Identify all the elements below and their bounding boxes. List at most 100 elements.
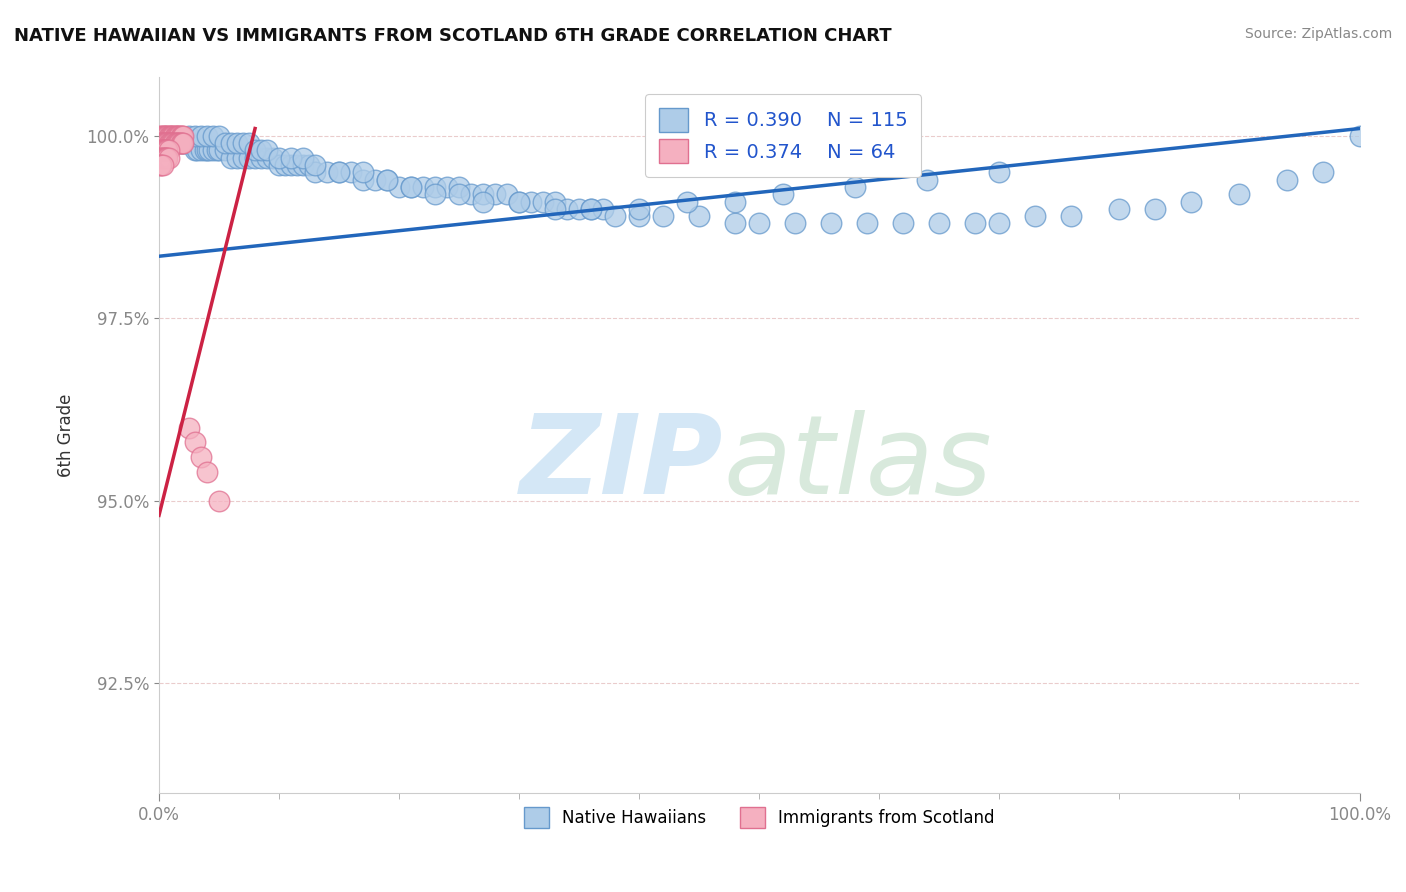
Point: [155, 151, 177, 165]
Point: [472, 194, 495, 209]
Point: [676, 194, 699, 209]
Point: [423, 180, 446, 194]
Point: [375, 172, 398, 186]
Point: [399, 180, 422, 194]
Point: [195, 465, 218, 479]
Text: atlas: atlas: [723, 410, 991, 517]
Point: [250, 144, 273, 158]
Point: [156, 136, 179, 150]
Point: [198, 144, 221, 158]
Point: [149, 144, 172, 158]
Point: [169, 136, 191, 150]
Point: [449, 180, 471, 194]
Point: [150, 158, 173, 172]
Point: [652, 209, 675, 223]
Text: Source: ZipAtlas.com: Source: ZipAtlas.com: [1244, 27, 1392, 41]
Point: [150, 136, 173, 150]
Point: [172, 136, 194, 150]
Point: [153, 151, 176, 165]
Point: [165, 128, 187, 143]
Point: [508, 194, 530, 209]
Point: [412, 180, 434, 194]
Point: [208, 493, 231, 508]
Point: [232, 151, 254, 165]
Point: [169, 128, 191, 143]
Point: [772, 187, 794, 202]
Point: [172, 136, 194, 150]
Point: [160, 128, 183, 143]
Point: [170, 136, 193, 150]
Point: [298, 158, 321, 172]
Point: [555, 202, 578, 216]
Point: [205, 144, 228, 158]
Point: [156, 128, 179, 143]
Point: [163, 136, 186, 150]
Point: [579, 202, 602, 216]
Point: [177, 128, 200, 143]
Point: [184, 128, 207, 143]
Point: [688, 209, 710, 223]
Point: [917, 172, 939, 186]
Point: [157, 128, 180, 143]
Point: [214, 136, 236, 150]
Point: [531, 194, 554, 209]
Point: [605, 209, 627, 223]
Point: [152, 158, 174, 172]
Point: [256, 151, 278, 165]
Point: [1277, 172, 1299, 186]
Point: [163, 128, 186, 143]
Point: [160, 136, 183, 150]
Point: [304, 158, 326, 172]
Point: [238, 151, 260, 165]
Point: [157, 144, 180, 158]
Point: [219, 136, 242, 150]
Point: [328, 165, 350, 179]
Point: [785, 216, 807, 230]
Point: [375, 172, 398, 186]
Point: [628, 209, 651, 223]
Point: [1312, 165, 1334, 179]
Text: ZIP: ZIP: [520, 410, 723, 517]
Point: [256, 144, 278, 158]
Point: [304, 165, 326, 179]
Y-axis label: 6th Grade: 6th Grade: [58, 393, 75, 476]
Point: [159, 136, 181, 150]
Point: [208, 144, 231, 158]
Point: [219, 151, 242, 165]
Point: [238, 136, 260, 150]
Point: [856, 216, 879, 230]
Point: [292, 158, 315, 172]
Point: [186, 144, 208, 158]
Point: [169, 136, 191, 150]
Point: [169, 128, 191, 143]
Point: [153, 151, 176, 165]
Point: [202, 128, 225, 143]
Point: [928, 216, 950, 230]
Point: [388, 180, 411, 194]
Point: [149, 136, 172, 150]
Point: [184, 435, 207, 450]
Point: [460, 187, 482, 202]
Point: [1348, 128, 1371, 143]
Point: [149, 151, 172, 165]
Point: [724, 194, 747, 209]
Point: [152, 151, 174, 165]
Point: [152, 136, 174, 150]
Point: [328, 165, 350, 179]
Point: [628, 202, 651, 216]
Point: [153, 144, 176, 158]
Point: [232, 136, 254, 150]
Point: [177, 136, 200, 150]
Point: [160, 136, 183, 150]
Point: [226, 151, 249, 165]
Point: [194, 144, 217, 158]
Point: [159, 128, 181, 143]
Legend: Native Hawaiians, Immigrants from Scotland: Native Hawaiians, Immigrants from Scotla…: [517, 801, 1001, 834]
Point: [748, 216, 770, 230]
Point: [352, 172, 374, 186]
Point: [166, 128, 188, 143]
Point: [280, 158, 302, 172]
Point: [165, 136, 187, 150]
Point: [1144, 202, 1167, 216]
Text: NATIVE HAWAIIAN VS IMMIGRANTS FROM SCOTLAND 6TH GRADE CORRELATION CHART: NATIVE HAWAIIAN VS IMMIGRANTS FROM SCOTL…: [14, 27, 891, 45]
